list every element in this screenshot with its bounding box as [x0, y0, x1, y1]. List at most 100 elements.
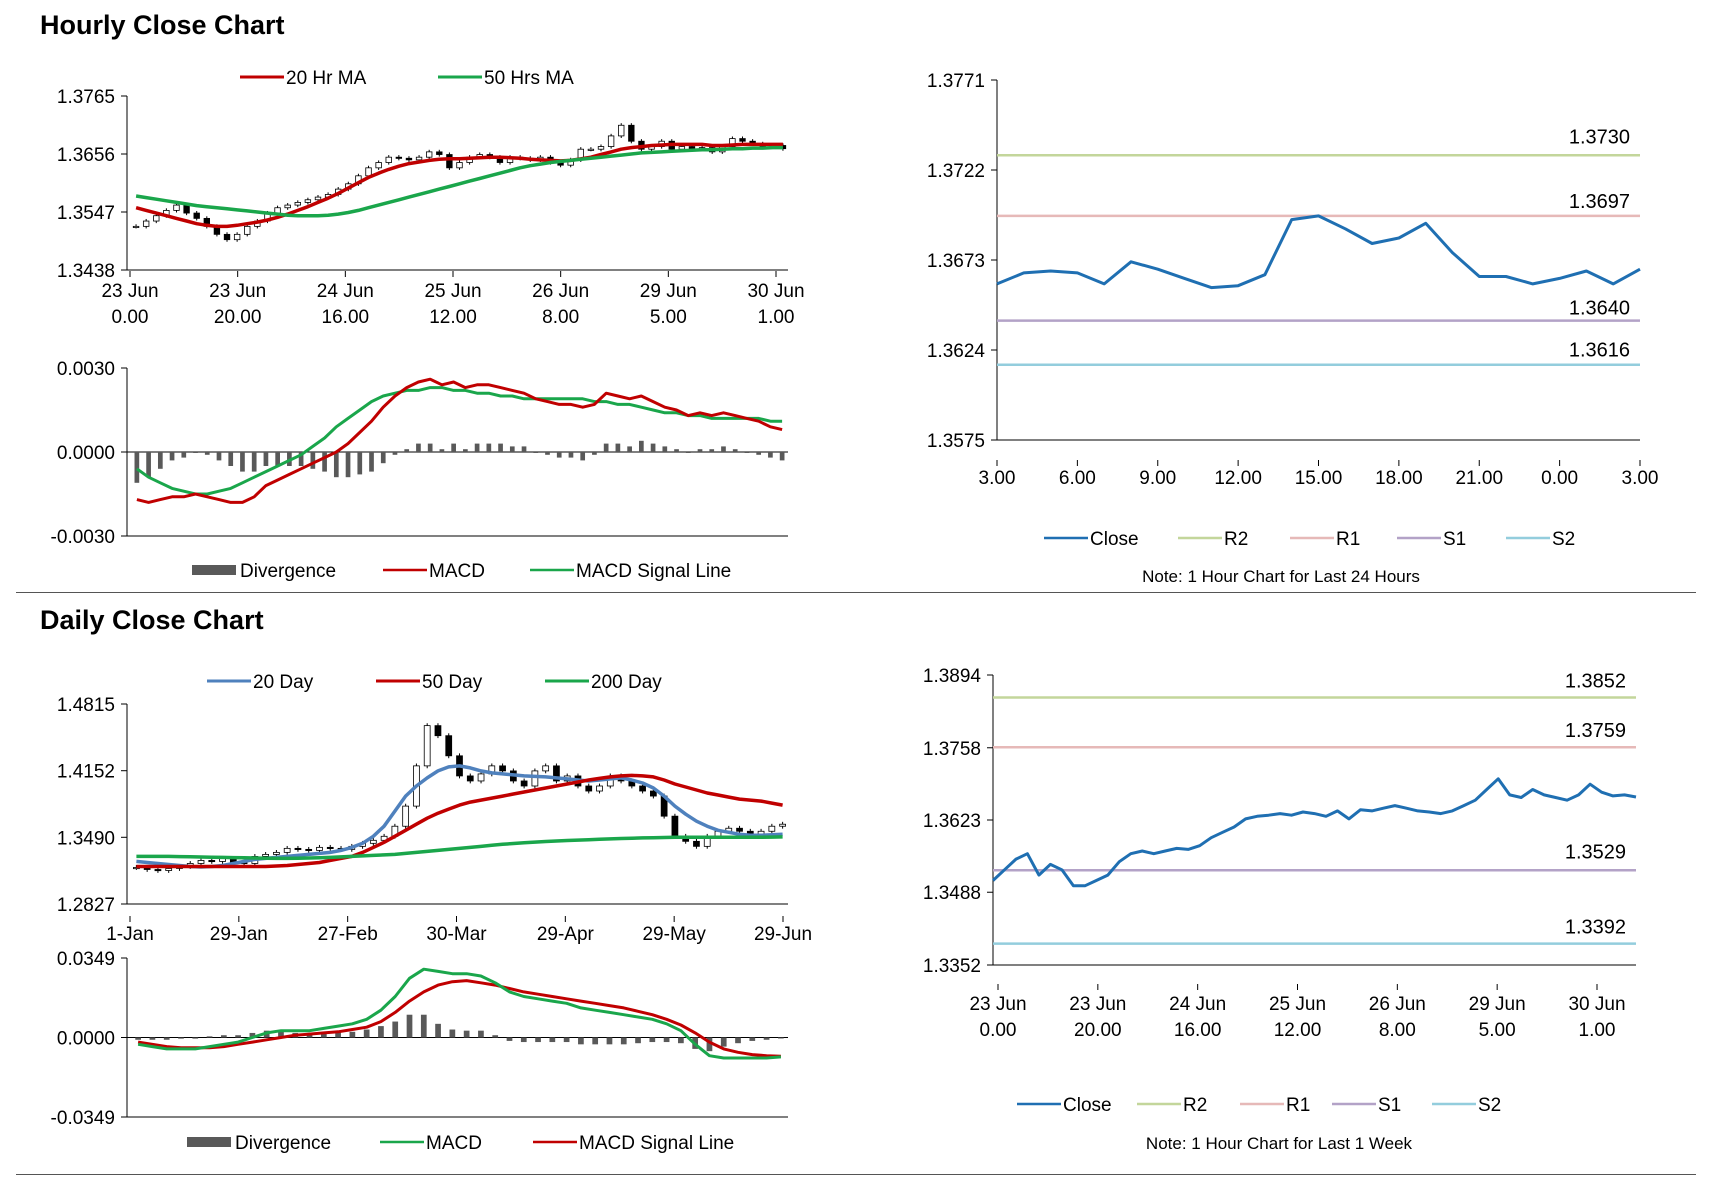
bottom-divider — [16, 1174, 1696, 1175]
daily_macd-divergence-bar — [763, 1037, 770, 1040]
hourly-price-xtick-label: 20.00 — [214, 307, 262, 328]
daily_macd-divergence-bar — [635, 1037, 641, 1044]
hourly_price-candle — [597, 146, 605, 150]
daily_macd-divergence-bar — [435, 1023, 441, 1038]
last24h-r1-legend-label: R1 — [1336, 529, 1360, 550]
hourly_macd-divergence-bar — [146, 452, 151, 478]
last24h-xtick-label: 9.00 — [1139, 468, 1176, 489]
daily_macd-divergence-bar — [178, 1037, 184, 1039]
week-s2-legend-label: S2 — [1478, 1095, 1501, 1116]
last24h-xtick-label: 6.00 — [1059, 468, 1096, 489]
daily_macd-divergence-bar — [706, 1037, 713, 1052]
hourly_macd-divergence-bar — [756, 452, 762, 455]
hourly_macd-divergence-bar — [603, 443, 609, 452]
hourly_macd-macd-line — [136, 377, 783, 504]
daily-macd-legend-label: MACD — [426, 1133, 482, 1154]
daily-price-xtick-label: 30-Mar — [426, 924, 487, 945]
last24h-xtick-label: 15.00 — [1295, 468, 1343, 489]
daily-price-xtick-label: 29-Apr — [537, 924, 595, 945]
hourly_macd-divergence-bar — [298, 452, 304, 466]
daily_price-candle — [197, 860, 205, 864]
week-r1-legend-label: R1 — [1286, 1095, 1310, 1116]
hourly_macd-divergence-bar — [474, 443, 480, 452]
hourly_macd-divergence-bar — [169, 452, 175, 461]
hourly_macd-divergence-bar — [498, 443, 503, 452]
last24h-r2-legend-label: R2 — [1224, 529, 1248, 550]
hourly_macd-divergence-bar — [533, 452, 539, 453]
week-close-xtick-label: 1.00 — [1579, 1020, 1616, 1041]
daily-price-xtick-label: 29-Jun — [754, 924, 812, 945]
hourly_macd-ytick-label: 0.0000 — [57, 443, 115, 464]
daily_macd-signal-line — [137, 979, 781, 1058]
daily_price-candle — [585, 785, 593, 792]
daily_macd-divergence-bar — [463, 1030, 470, 1038]
week-close-xtick-label: 29 Jun — [1469, 994, 1526, 1015]
hourly_price-candle — [456, 162, 463, 169]
daily_macd-divergence-bar — [378, 1026, 384, 1038]
hourly_macd-divergence-bar — [685, 452, 691, 453]
hourly_macd-divergence-bar — [545, 452, 550, 455]
daily_price-candle — [434, 725, 442, 737]
daily_macd-divergence-bar — [278, 1030, 284, 1038]
hourly_price-candle — [244, 225, 251, 235]
hourly_price-candle — [304, 199, 312, 203]
week_close-ytick-label: 1.3894 — [923, 666, 982, 687]
daily-divergence-legend-label: Divergence — [235, 1133, 331, 1154]
daily_price-candle — [294, 847, 302, 850]
daily-ma20-legend-label: 20 Day — [253, 672, 314, 693]
hourly_macd-divergence-bar — [392, 452, 398, 455]
daily_macd-divergence-bar — [620, 1037, 627, 1045]
hourly_macd-divergence-bar — [439, 449, 445, 452]
daily-signal-legend-label: MACD Signal Line — [579, 1133, 734, 1154]
daily_macd-divergence-bar — [678, 1037, 684, 1044]
last24h_close-ytick-label: 1.3624 — [927, 341, 986, 362]
daily_price-candle — [445, 735, 453, 757]
daily_macd-divergence-bar — [606, 1037, 613, 1045]
last24h_close-ytick-label: 1.3771 — [927, 71, 985, 92]
week-close-xtick-label: 23 Jun — [969, 994, 1026, 1015]
daily_macd-divergence-bar — [335, 1031, 341, 1038]
hourly_price-candle — [183, 204, 190, 214]
hourly_price-candle — [587, 148, 595, 151]
daily_price-candle — [650, 790, 657, 797]
hourly-price-xtick-label: 0.00 — [112, 307, 149, 328]
daily_price-candle — [553, 765, 560, 782]
week-s1-legend-label: S1 — [1378, 1095, 1401, 1116]
last24h_close-ytick-label: 1.3575 — [927, 431, 985, 452]
last24h-xtick-label: 3.00 — [979, 468, 1016, 489]
daily_price-candle — [369, 839, 377, 844]
hourly_macd-divergence-bar — [193, 452, 198, 453]
daily_macd-divergence-bar — [735, 1037, 741, 1044]
daily_macd-divergence-bar — [249, 1032, 256, 1038]
hourly_price-candle — [233, 233, 241, 241]
hourly-price-xtick-label: 16.00 — [322, 307, 370, 328]
hourly_macd-divergence-bar — [568, 452, 574, 458]
daily_macd-divergence-bar — [235, 1035, 241, 1038]
daily_macd-ytick-label: 0.0000 — [57, 1029, 115, 1050]
last24h_close-close-line — [996, 214, 1641, 290]
hourly_macd-divergence-bar — [204, 452, 210, 455]
daily_price-candle — [423, 725, 431, 767]
daily_macd-divergence-bar — [720, 1037, 727, 1047]
hourly-ma20-legend-label: 20 Hr MA — [286, 68, 367, 89]
hourly_price-candle — [223, 233, 231, 241]
hourly_price-candle — [395, 156, 403, 159]
last24h-xtick-label: 0.00 — [1541, 468, 1578, 489]
last24h-s2-legend-label: S2 — [1552, 529, 1575, 550]
hourly_macd-divergence-bar — [357, 452, 363, 475]
hourly_price-candle — [173, 204, 180, 211]
hourly_price-candle — [739, 138, 746, 142]
week-close-xtick-label: 0.00 — [980, 1020, 1017, 1041]
last24h-xtick-label: 3.00 — [1622, 468, 1659, 489]
hourly_price-candle — [436, 151, 443, 155]
last24h-xtick-label: 12.00 — [1214, 468, 1262, 489]
daily-ma50-legend-label: 50 Day — [422, 672, 483, 693]
week-close-legend-label: Close — [1063, 1095, 1112, 1116]
daily_macd-divergence-bar — [363, 1029, 370, 1038]
daily_price-candle — [520, 780, 528, 787]
hourly_macd-divergence-bar — [463, 449, 468, 452]
daily_macd-divergence-bar — [135, 1037, 141, 1040]
hourly_price-candle — [678, 146, 686, 150]
daily_macd-divergence-bar — [320, 1032, 327, 1038]
hourly_price-candle — [405, 157, 413, 161]
